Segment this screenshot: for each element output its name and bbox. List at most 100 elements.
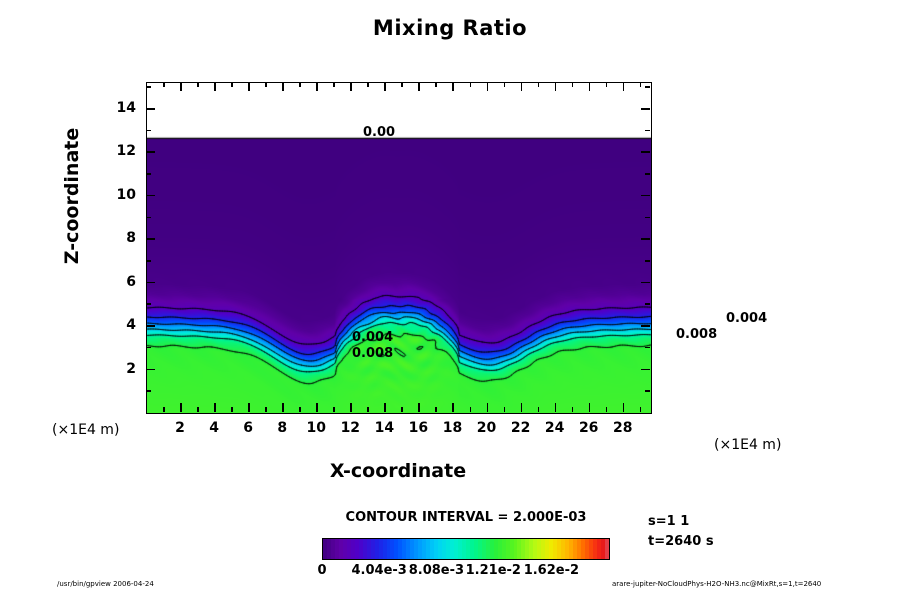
colorbar-band bbox=[604, 539, 609, 559]
x-tick bbox=[197, 407, 199, 412]
colorbar-tick-label: 4.04e-3 bbox=[351, 563, 407, 578]
contour-label: 0.008 bbox=[352, 346, 394, 361]
contour-plot-area bbox=[146, 82, 652, 414]
colorbar-band bbox=[446, 539, 450, 559]
y-tick bbox=[146, 368, 155, 371]
colorbar-band bbox=[398, 539, 403, 559]
colorbar-band bbox=[513, 539, 518, 559]
colorbar-band bbox=[501, 539, 506, 559]
colorbar-band bbox=[366, 539, 371, 559]
x-tick-top bbox=[163, 82, 165, 87]
colorbar-band bbox=[493, 539, 498, 559]
colorbar-band bbox=[537, 539, 542, 559]
x-tick-top bbox=[214, 82, 216, 91]
x-tick bbox=[401, 407, 403, 412]
x-tick-top bbox=[537, 82, 540, 87]
colorbar-band bbox=[438, 539, 443, 559]
contour-label: 0.004 bbox=[726, 311, 768, 326]
contour-label: 0.004 bbox=[352, 330, 394, 345]
colorbar-band bbox=[358, 539, 363, 559]
colorbar-band bbox=[330, 539, 335, 559]
colorbar-band bbox=[430, 539, 435, 559]
x-tick bbox=[214, 403, 216, 412]
y-tick-right bbox=[645, 260, 650, 262]
x-tick-label: 10 bbox=[306, 420, 327, 436]
x-tick bbox=[452, 403, 454, 412]
colorbar-tick-label: 8.08e-3 bbox=[408, 563, 465, 578]
x-tick-top bbox=[571, 82, 574, 87]
x-tick-top bbox=[435, 82, 437, 87]
colorbar-band bbox=[580, 539, 585, 559]
x-tick-top bbox=[622, 82, 625, 91]
x-tick-top bbox=[282, 82, 284, 91]
colorbar-band bbox=[541, 539, 546, 559]
x-tick bbox=[180, 403, 182, 412]
y-tick-right bbox=[645, 129, 650, 132]
x-tick-label: 12 bbox=[340, 420, 361, 436]
x-tick bbox=[435, 407, 437, 412]
y-tick-right bbox=[641, 368, 650, 371]
colorbar-band bbox=[553, 539, 558, 559]
x-tick bbox=[299, 407, 301, 412]
x-tick bbox=[571, 407, 574, 412]
x-tick bbox=[350, 403, 352, 412]
colorbar-band bbox=[577, 539, 581, 559]
colorbar-strip bbox=[322, 538, 610, 560]
y-tick-label: 12 bbox=[116, 143, 136, 160]
y-tick-right bbox=[641, 151, 650, 153]
y-tick-right bbox=[641, 108, 650, 110]
colorbar-band bbox=[326, 539, 331, 559]
x-tick bbox=[265, 407, 267, 412]
colorbar-tick-label: 1.21e-2 bbox=[465, 563, 521, 578]
colorbar-band bbox=[414, 539, 419, 559]
x-axis-unit-left: (×1E4 m) bbox=[52, 422, 120, 438]
colorbar-band bbox=[521, 539, 526, 559]
colorbar-band bbox=[394, 539, 399, 559]
colorbar-band bbox=[592, 539, 597, 559]
x-tick bbox=[367, 407, 369, 412]
x-tick-top bbox=[503, 82, 506, 87]
y-tick-right bbox=[645, 346, 650, 349]
x-tick-top bbox=[316, 82, 318, 91]
side-annotations: s=1 1 t=2640 s bbox=[648, 512, 714, 552]
colorbar-band bbox=[374, 539, 379, 559]
colorbar-band bbox=[354, 539, 359, 559]
colorbar-band bbox=[497, 539, 502, 559]
y-tick bbox=[146, 86, 151, 88]
y-tick-label: 6 bbox=[126, 273, 136, 290]
x-tick bbox=[418, 403, 420, 412]
annotation-slice: s=1 1 bbox=[648, 514, 690, 529]
y-tick bbox=[146, 194, 155, 197]
x-tick-label: 16 bbox=[408, 420, 429, 436]
x-tick bbox=[469, 407, 471, 412]
y-tick-right bbox=[645, 216, 650, 219]
y-tick bbox=[146, 303, 151, 305]
y-tick-right bbox=[641, 281, 650, 284]
x-tick bbox=[520, 403, 523, 412]
colorbar-band bbox=[386, 539, 391, 559]
x-tick bbox=[316, 403, 318, 412]
colorbar-band bbox=[569, 539, 574, 559]
colorbar-band bbox=[346, 539, 351, 559]
y-tick-label: 2 bbox=[126, 360, 136, 377]
y-tick-label: 10 bbox=[116, 186, 136, 203]
x-tick-top bbox=[231, 82, 233, 87]
y-tick-right bbox=[641, 325, 650, 327]
x-tick bbox=[282, 403, 284, 412]
x-tick-label: 20 bbox=[476, 420, 497, 436]
colorbar-band bbox=[422, 539, 427, 559]
colorbar-band bbox=[362, 539, 367, 559]
x-tick-top bbox=[605, 82, 608, 87]
x-tick-label: 6 bbox=[243, 420, 254, 436]
footer-dataset: arare-jupiter-NoCloudPhys-H2O-NH3.nc@Mix… bbox=[612, 580, 822, 588]
colorbar-band bbox=[426, 539, 431, 559]
colorbar-band bbox=[350, 539, 355, 559]
x-tick-top bbox=[333, 82, 335, 87]
colorbar-band bbox=[390, 539, 395, 559]
x-tick-top bbox=[554, 82, 557, 91]
colorbar-band bbox=[481, 539, 486, 559]
y-tick bbox=[146, 238, 155, 240]
x-tick-label: 26 bbox=[578, 420, 599, 436]
x-tick-top bbox=[639, 82, 642, 87]
colorbar-band bbox=[489, 539, 494, 559]
